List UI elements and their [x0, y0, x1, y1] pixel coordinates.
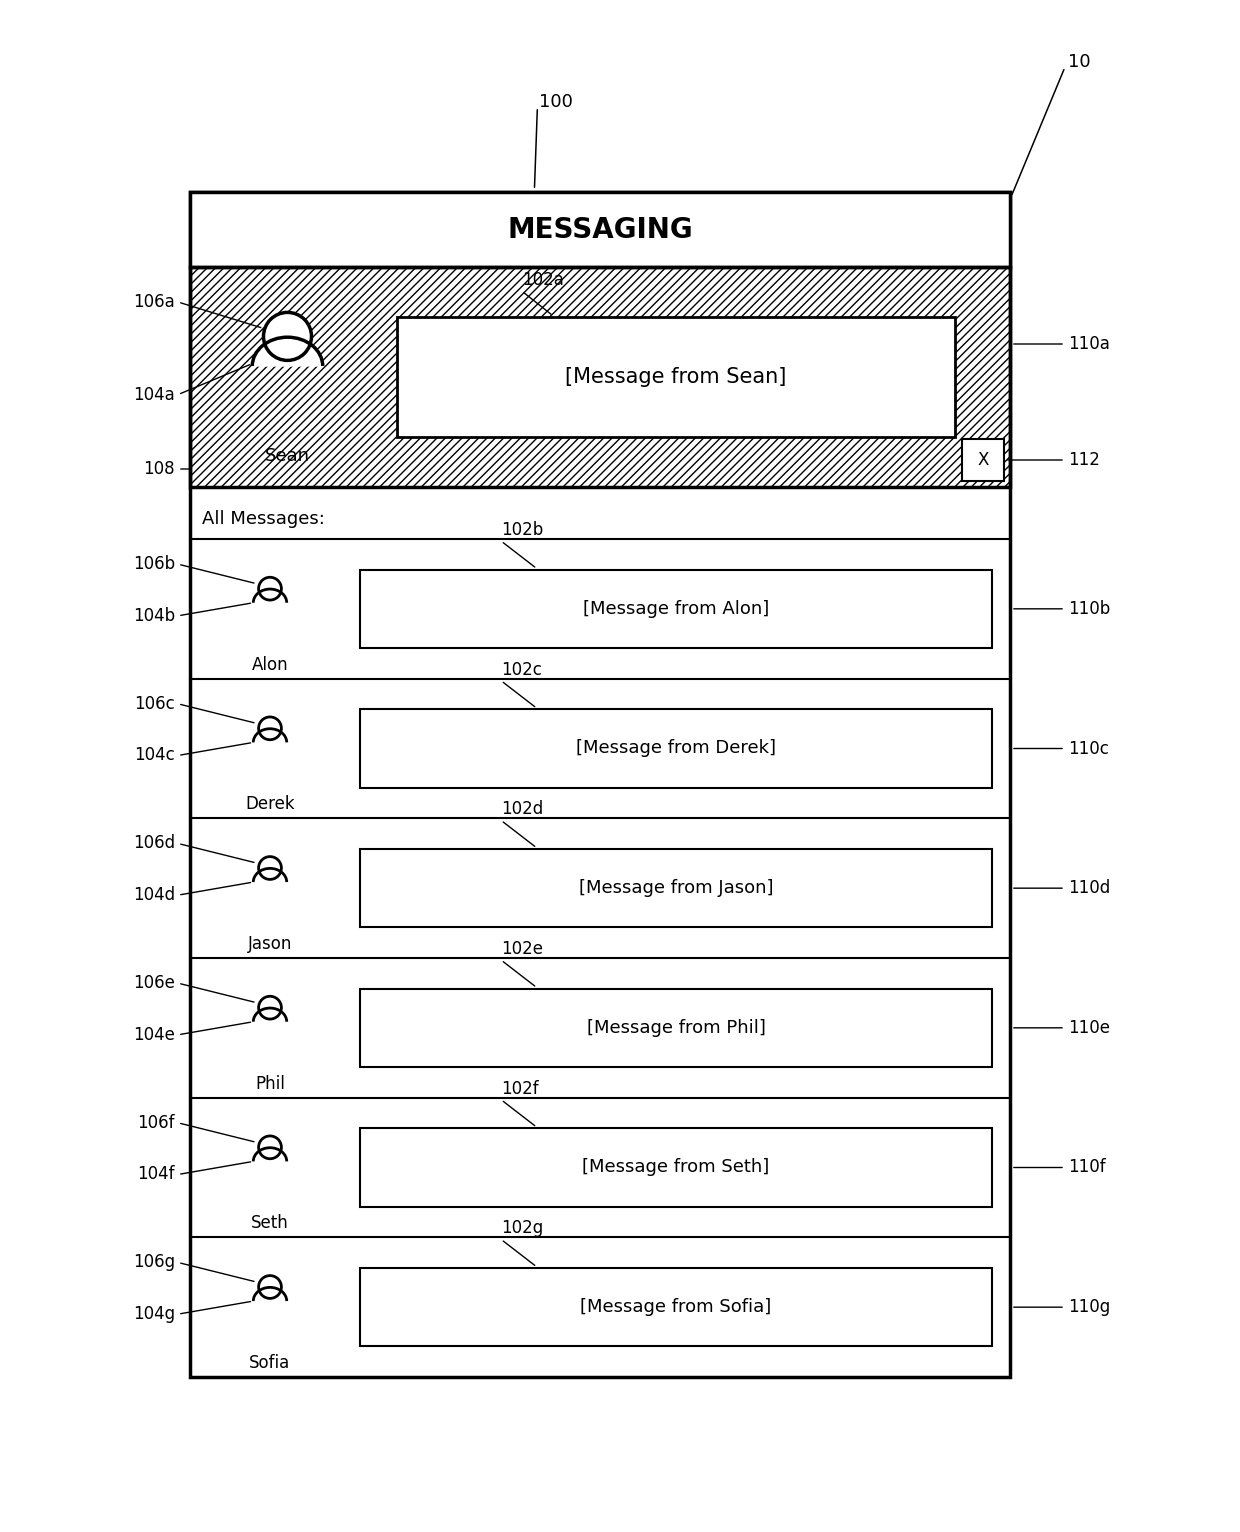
Text: 104d: 104d [133, 885, 175, 904]
Text: 108: 108 [144, 460, 175, 478]
Bar [360, 570, 992, 648]
Text: [Message from Sean]: [Message from Sean] [565, 368, 786, 388]
Text: [Message from Sofia]: [Message from Sofia] [580, 1298, 771, 1316]
Circle shape [259, 856, 281, 879]
Circle shape [263, 313, 311, 360]
Text: 100: 100 [539, 93, 573, 110]
Text: 102e: 102e [501, 941, 543, 958]
Bar [190, 267, 1011, 487]
Text: Jason: Jason [248, 935, 293, 953]
Text: 102f: 102f [501, 1080, 538, 1097]
Circle shape [259, 578, 281, 601]
Text: Alon: Alon [252, 656, 289, 674]
Text: 106a: 106a [133, 293, 175, 311]
Text: 104b: 104b [133, 607, 175, 625]
Text: 110e: 110e [1068, 1019, 1110, 1037]
Text: 102a: 102a [522, 271, 564, 290]
Text: 110g: 110g [1068, 1298, 1110, 1316]
Text: 102d: 102d [501, 800, 543, 818]
Polygon shape [253, 1008, 286, 1022]
Circle shape [259, 1276, 281, 1299]
Text: 102b: 102b [501, 521, 543, 539]
Text: [Message from Derek]: [Message from Derek] [577, 740, 776, 757]
Bar [190, 267, 1011, 487]
Circle shape [259, 996, 281, 1019]
Bar [360, 1129, 992, 1207]
Text: 106g: 106g [133, 1253, 175, 1272]
Circle shape [259, 1135, 281, 1158]
Bar [360, 1268, 992, 1347]
Polygon shape [253, 590, 286, 602]
Text: 112: 112 [1068, 450, 1100, 469]
Text: [Message from Alon]: [Message from Alon] [583, 601, 769, 617]
Polygon shape [253, 1147, 286, 1161]
Text: 106c: 106c [134, 696, 175, 712]
Text: 110a: 110a [1068, 336, 1110, 352]
Text: X: X [977, 450, 988, 469]
Bar [360, 988, 992, 1066]
Circle shape [259, 717, 281, 740]
Polygon shape [252, 337, 322, 366]
Text: 10: 10 [1068, 54, 1091, 70]
Text: 104a: 104a [133, 386, 175, 403]
Text: 110c: 110c [1068, 740, 1109, 757]
Bar [962, 440, 1004, 481]
Text: [Message from Jason]: [Message from Jason] [579, 879, 774, 898]
Text: 104e: 104e [133, 1026, 175, 1043]
Text: 110d: 110d [1068, 879, 1110, 898]
Text: Phil: Phil [255, 1074, 285, 1092]
Polygon shape [253, 1287, 286, 1301]
Text: 110b: 110b [1068, 601, 1110, 617]
Text: [Message from Seth]: [Message from Seth] [583, 1158, 770, 1177]
Text: 106f: 106f [138, 1114, 175, 1132]
Text: 104f: 104f [138, 1166, 175, 1184]
Text: Derek: Derek [246, 795, 295, 813]
Bar [190, 192, 1011, 267]
Polygon shape [253, 869, 286, 882]
Text: All Messages:: All Messages: [202, 510, 325, 529]
Text: 104g: 104g [133, 1305, 175, 1324]
Text: 104c: 104c [134, 746, 175, 764]
Bar [190, 192, 1011, 1377]
Text: 110f: 110f [1068, 1158, 1106, 1177]
Text: Seth: Seth [252, 1215, 289, 1232]
Text: [Message from Phil]: [Message from Phil] [587, 1019, 765, 1037]
Text: MESSAGING: MESSAGING [507, 216, 693, 244]
Text: 106e: 106e [133, 974, 175, 993]
Polygon shape [253, 729, 286, 743]
Text: 102c: 102c [501, 660, 542, 679]
Text: Sean: Sean [265, 447, 310, 466]
Bar [360, 849, 992, 927]
Text: 102g: 102g [501, 1219, 543, 1238]
Text: 106b: 106b [133, 555, 175, 573]
Text: 106d: 106d [133, 835, 175, 852]
Bar [360, 709, 992, 787]
Bar [397, 317, 955, 437]
Text: Sofia: Sofia [249, 1354, 290, 1373]
